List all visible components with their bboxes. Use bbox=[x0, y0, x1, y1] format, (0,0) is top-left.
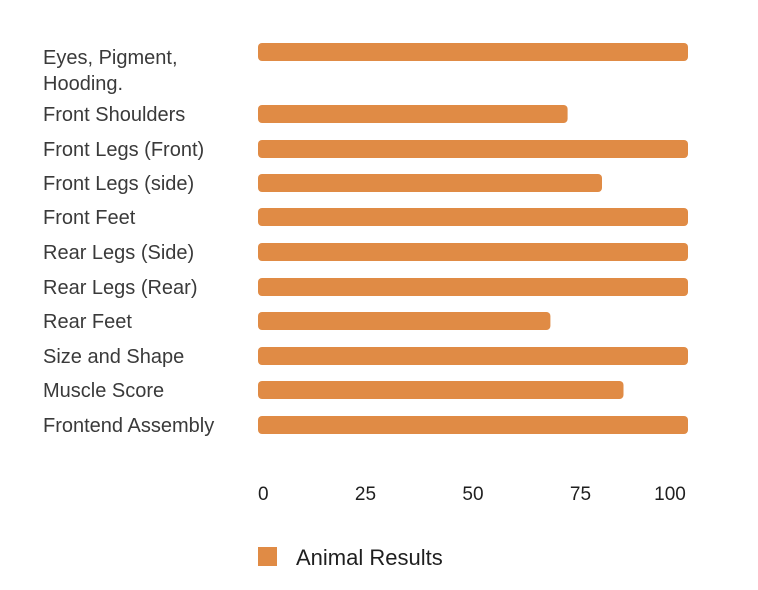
x-tick-label: 25 bbox=[355, 484, 376, 505]
bar bbox=[258, 416, 688, 434]
bar bbox=[258, 278, 688, 296]
bar bbox=[258, 347, 688, 365]
category-label-line: Size and Shape bbox=[43, 346, 184, 368]
category-label-line: Eyes, Pigment, bbox=[43, 47, 178, 69]
category-label: Muscle Score bbox=[43, 380, 164, 402]
legend-swatch bbox=[258, 547, 277, 566]
x-axis-tick-labels: 0 25 50 75 100 bbox=[258, 484, 686, 505]
category-label: Rear Legs (Rear) bbox=[43, 277, 198, 299]
x-tick-label: 75 bbox=[570, 484, 591, 505]
category-label: Front Feet bbox=[43, 207, 136, 229]
category-labels: Eyes, Pigment, Hooding. Front Shoulders Fro… bbox=[43, 47, 214, 437]
category-label: Rear Legs (Side) bbox=[43, 242, 194, 264]
bar bbox=[258, 43, 688, 61]
bar bbox=[258, 312, 551, 330]
category-label: Eyes, Pigment, Hooding. bbox=[43, 47, 178, 95]
category-label: Front Shoulders bbox=[43, 104, 185, 126]
bar-series-animal-results bbox=[258, 43, 688, 434]
category-label-line: Muscle Score bbox=[43, 380, 164, 402]
category-label: Size and Shape bbox=[43, 346, 184, 368]
legend-label: Animal Results bbox=[296, 545, 443, 570]
x-tick-label: 0 bbox=[258, 484, 269, 505]
category-label-line: Front Shoulders bbox=[43, 104, 185, 126]
x-tick-label: 100 bbox=[654, 484, 686, 505]
category-label: Frontend Assembly bbox=[43, 415, 214, 437]
category-label-line: Hooding. bbox=[43, 73, 123, 95]
category-label: Front Legs (side) bbox=[43, 173, 194, 195]
category-label-line: Rear Feet bbox=[43, 311, 132, 333]
category-label-line: Rear Legs (Rear) bbox=[43, 277, 198, 299]
bar bbox=[258, 243, 688, 261]
category-label: Rear Feet bbox=[43, 311, 132, 333]
bar bbox=[258, 208, 688, 226]
category-label-line: Frontend Assembly bbox=[43, 415, 214, 437]
category-label-line: Rear Legs (Side) bbox=[43, 242, 194, 264]
category-label-line: Front Feet bbox=[43, 207, 136, 229]
x-tick-label: 50 bbox=[462, 484, 483, 505]
category-label-line: Front Legs (side) bbox=[43, 173, 194, 195]
bar bbox=[258, 174, 602, 192]
bar bbox=[258, 140, 688, 158]
category-label-line: Front Legs (Front) bbox=[43, 139, 204, 161]
bar bbox=[258, 381, 624, 399]
bar bbox=[258, 105, 568, 123]
legend: Animal Results bbox=[258, 545, 443, 570]
category-label: Front Legs (Front) bbox=[43, 139, 204, 161]
